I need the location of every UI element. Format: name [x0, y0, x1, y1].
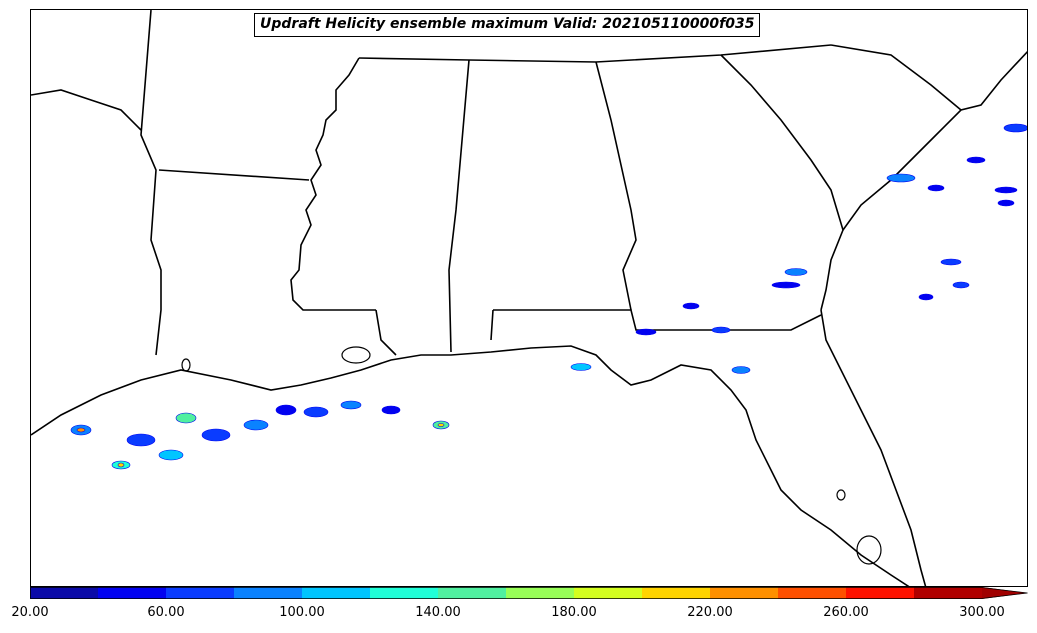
colorbar-segment [98, 587, 167, 599]
cell [731, 366, 751, 374]
cell [158, 449, 184, 461]
map-canvas [31, 10, 1027, 586]
colorbar [30, 587, 1028, 599]
colorbar-segment [166, 587, 235, 599]
cell [201, 428, 231, 442]
colorbar-segment [370, 587, 439, 599]
la-ar-top [31, 89, 142, 131]
colorbar-tick-label: 300.00 [959, 605, 1005, 620]
colorbar-tick-label: 20.00 [11, 605, 49, 620]
cell [117, 462, 125, 468]
colorbar-segment [506, 587, 575, 599]
colorbar-tick-label: 140.00 [415, 605, 461, 620]
sc-nc-border [830, 44, 962, 111]
cell [635, 328, 657, 336]
cell [952, 281, 970, 289]
colorbar-tick-label: 100.00 [279, 605, 325, 620]
cell [340, 400, 362, 410]
colorbar-tick-label: 260.00 [823, 605, 869, 620]
colorbar-segment [846, 587, 915, 599]
colorbar-segment [642, 587, 711, 599]
cell [918, 293, 934, 301]
cell [175, 412, 197, 424]
colorbar-segment [710, 587, 779, 599]
cell [966, 156, 986, 164]
boundaries [31, 10, 1027, 586]
tx-la-border [140, 10, 162, 356]
al-fl-border [490, 309, 822, 341]
cell [275, 404, 297, 416]
cell [784, 268, 808, 276]
ms-south-border [375, 309, 397, 356]
colorbar-segment [234, 587, 303, 599]
colorbar-segment [778, 587, 847, 599]
tn-south-border [358, 44, 832, 63]
cell [570, 363, 592, 371]
colorbar-segment [302, 587, 371, 599]
atlantic-coastline [820, 309, 927, 586]
cell [997, 199, 1015, 207]
cell [994, 186, 1018, 194]
al-ga-border [595, 61, 637, 311]
colorbar-segment [914, 587, 983, 599]
cell [940, 258, 962, 266]
cell [886, 173, 916, 183]
lake-small-1 [836, 489, 846, 501]
mississippi-river [290, 57, 376, 311]
cell [711, 326, 731, 334]
colorbar-tick-label: 220.00 [687, 605, 733, 620]
colorbar-segment [574, 587, 643, 599]
colorbar-tick-labels: 20.00 60.00 100.00 140.00 180.00 220.00 260.00… [0, 605, 1037, 625]
helicity-cells [70, 123, 1027, 470]
cell [76, 427, 86, 433]
cell [682, 302, 700, 310]
ar-la-border [158, 169, 310, 181]
lake-pontchartrain [341, 346, 371, 364]
colorbar-tick-label: 60.00 [147, 605, 185, 620]
colorbar-segment [438, 587, 507, 599]
lake-small-2 [181, 358, 191, 372]
cell [927, 184, 945, 192]
cell [243, 419, 269, 431]
map-title: Updraft Helicity ensemble maximum Valid:… [254, 13, 761, 37]
colorbar-outline [30, 587, 1028, 599]
lake-okeechobee [856, 535, 882, 565]
lakes [181, 346, 882, 565]
ms-al-border [448, 59, 470, 353]
cell [126, 433, 156, 447]
cell [1003, 123, 1027, 133]
colorbar-tick-label: 180.00 [551, 605, 597, 620]
map-frame [30, 9, 1028, 587]
carolina-coastline [842, 50, 1027, 231]
colorbar-segment [30, 587, 99, 599]
cell [771, 281, 801, 289]
cell [303, 406, 329, 418]
ga-sc-border [720, 54, 844, 311]
cell [437, 423, 445, 427]
cell [381, 405, 401, 415]
gulf-coastline [31, 345, 910, 586]
colorbar-extend-arrow [982, 587, 1028, 599]
